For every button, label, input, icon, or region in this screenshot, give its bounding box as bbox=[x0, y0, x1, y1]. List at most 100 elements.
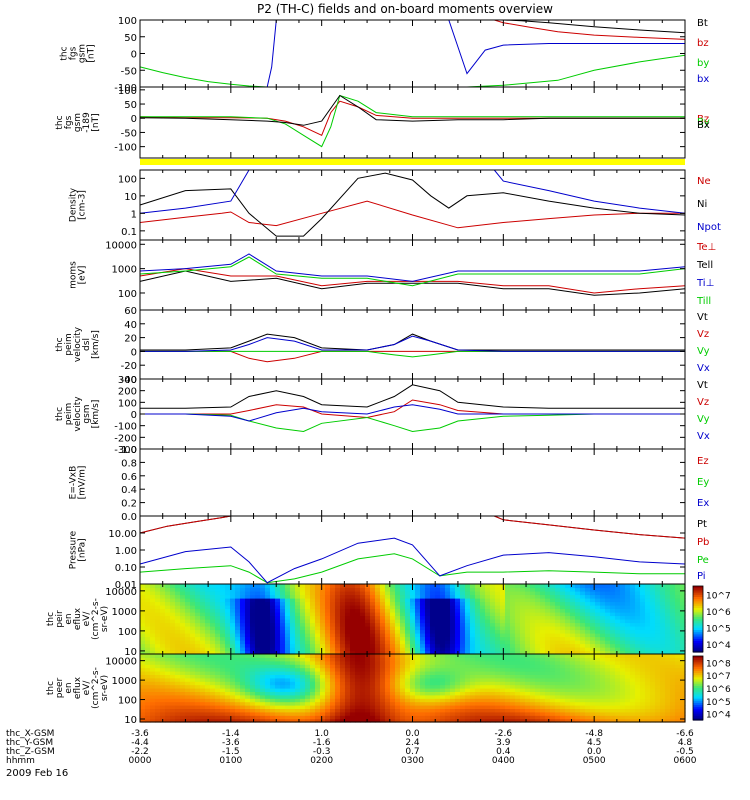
legend-label: bx bbox=[697, 74, 709, 85]
y-tick-label: 40 bbox=[124, 320, 137, 331]
series-line-fgs_dsl-1 bbox=[140, 94, 685, 148]
orbit-axis-table: thc_X-GSM -3.6 -1.4 1.0 0.0 -2.6 -4.8 -6.6thc_Y… bbox=[6, 729, 697, 766]
y-axis-label-line: peer bbox=[55, 677, 65, 698]
y-axis-label-line: [nT] bbox=[87, 44, 97, 62]
y-axis-label-line: [nT] bbox=[91, 113, 101, 131]
y-axis-label-line: Pressure bbox=[69, 530, 79, 569]
axis-row-value: 0.0 bbox=[587, 747, 602, 757]
series-line-density-1 bbox=[139, 172, 686, 237]
legend-label: Bz bbox=[697, 114, 709, 125]
y-axis-label-line: thc bbox=[46, 681, 56, 695]
y-axis-label-line: peim bbox=[64, 333, 74, 356]
legend-label: Vy bbox=[697, 346, 710, 357]
y-axis-label-line: -189 bbox=[82, 112, 92, 133]
axis-row-value: 0000 bbox=[129, 756, 152, 766]
series-line-velocity_gsm-3 bbox=[140, 404, 685, 422]
y-axis-label: thc fgs gsm [nT] bbox=[60, 44, 97, 63]
y-axis-label: Pressure [nPa] bbox=[69, 530, 88, 569]
y-tick-label: 100 bbox=[118, 174, 137, 185]
y-axis-label-line: [km/s] bbox=[91, 330, 101, 359]
y-axis-label-line: E=-VxB bbox=[69, 466, 79, 500]
legend-label: Vt bbox=[697, 312, 708, 323]
y-tick-label: 0.4 bbox=[121, 485, 137, 496]
panels bbox=[140, 159, 685, 165]
y-axis-label-line: gsm bbox=[82, 404, 92, 423]
y-tick-label: 1000 bbox=[112, 265, 137, 276]
y-axis-label-line: thc bbox=[60, 46, 70, 60]
data-gap-bar bbox=[140, 159, 685, 165]
legend-label: By bbox=[697, 117, 710, 128]
y-tick-label: 200 bbox=[118, 387, 137, 398]
y-tick-label: 300 bbox=[118, 375, 137, 386]
colorbar-tick-label: 10^8 bbox=[706, 659, 731, 669]
y-axis-label: moms [eV] bbox=[69, 261, 88, 289]
y-axis-label-line: fgs bbox=[64, 115, 74, 129]
series-line-temperature-1 bbox=[139, 270, 686, 296]
y-tick-label: 10000 bbox=[105, 240, 137, 251]
legend-label: Te⊥ bbox=[696, 242, 716, 253]
y-axis-label-line: velocity bbox=[73, 326, 83, 362]
date-label: 2009 Feb 16 bbox=[6, 768, 68, 779]
panel-pressure: Pt Pb Pe Pi 10.00 1.00 0.10 0.01 Pressure [nPa] bbox=[69, 515, 709, 591]
y-tick-label: -200 bbox=[114, 433, 137, 444]
y-tick-label: 0.1 bbox=[121, 227, 137, 238]
axis-row-value: 0.0 bbox=[405, 729, 420, 739]
y-axis-label: thc fgs gsm -189 [nT] bbox=[55, 112, 101, 133]
legend-label: Ni bbox=[697, 199, 707, 210]
colorbar-ion_spectrogram: 10^7 10^6 10^5 10^4 bbox=[692, 585, 731, 653]
series-line-temperature-3 bbox=[139, 256, 686, 287]
colorbar-electron_spectrogram: 10^8 10^7 10^6 10^5 10^4 bbox=[692, 655, 731, 721]
y-axis-label: thc peir en eflux eV/(cm^2-s-sr-eV) bbox=[46, 598, 110, 640]
axis-row-value: -4.8 bbox=[585, 729, 603, 739]
y-axis-label: E=-VxB [mV/m] bbox=[69, 466, 88, 500]
axis-row-value: -1.4 bbox=[222, 729, 240, 739]
axis-row-value: -2.2 bbox=[131, 747, 149, 757]
y-tick-label: 100 bbox=[118, 398, 137, 409]
y-axis-label-line: [mV/m] bbox=[78, 466, 88, 500]
y-tick-label: 10.00 bbox=[108, 529, 137, 540]
axis-row-value: -3.6 bbox=[222, 738, 240, 748]
panel-frame bbox=[139, 309, 686, 380]
y-tick-label: 0 bbox=[131, 410, 137, 421]
axis-row-value: -0.5 bbox=[676, 747, 694, 757]
series-line-velocity_gsm-2 bbox=[140, 413, 685, 433]
axis-row-value: 0500 bbox=[583, 756, 606, 766]
y-axis-label-line: eflux bbox=[73, 676, 83, 699]
y-tick-label: -20 bbox=[121, 361, 137, 372]
y-axis-label-line: en bbox=[64, 613, 74, 624]
axis-row-value: -3.6 bbox=[131, 729, 149, 739]
axis-row-label: thc_X-GSM bbox=[6, 729, 54, 739]
panel-frame bbox=[139, 515, 686, 585]
series-line-velocity_eem-3 bbox=[140, 335, 685, 352]
axis-row-value: -1.5 bbox=[222, 747, 240, 757]
axis-row-value: -1.6 bbox=[313, 738, 331, 748]
y-tick-label: 1000 bbox=[112, 607, 137, 618]
y-axis-label-line: peir bbox=[55, 610, 65, 628]
y-tick-label: 100 bbox=[118, 627, 137, 638]
axis-row-value: 0.7 bbox=[405, 747, 419, 757]
y-axis-label-line: peim bbox=[64, 403, 74, 426]
y-axis-label-line: gsm bbox=[78, 44, 88, 63]
panel-frame bbox=[139, 19, 686, 88]
y-axis-label-line: Density bbox=[69, 187, 79, 222]
legend-label: Pe bbox=[697, 555, 709, 566]
axis-row-value: 3.9 bbox=[496, 738, 511, 748]
colorbar-tick-label: 10^5 bbox=[706, 698, 731, 708]
y-tick-label: 10 bbox=[124, 715, 137, 726]
legend-label: Vx bbox=[697, 363, 710, 374]
colorbar-tick-label: 10^7 bbox=[706, 672, 731, 682]
axis-row-value: -4.4 bbox=[131, 738, 149, 748]
panel-electron_spectrogram: 10^8 10^7 10^6 10^5 10^4 10000 1000 100 10 thc pee… bbox=[46, 653, 731, 726]
axis-row-value: 0200 bbox=[310, 756, 333, 766]
y-tick-label: 10 bbox=[124, 192, 137, 203]
axis-row-value: -6.6 bbox=[676, 729, 694, 739]
series-line-velocity_eem-2 bbox=[140, 350, 685, 358]
y-axis-label-line: velocity bbox=[73, 396, 83, 432]
colorbar-tick-label: 10^5 bbox=[706, 624, 731, 634]
legend-label: by bbox=[697, 58, 709, 69]
y-axis-label-line: sr-eV) bbox=[100, 606, 110, 632]
panel-frame bbox=[139, 86, 686, 159]
